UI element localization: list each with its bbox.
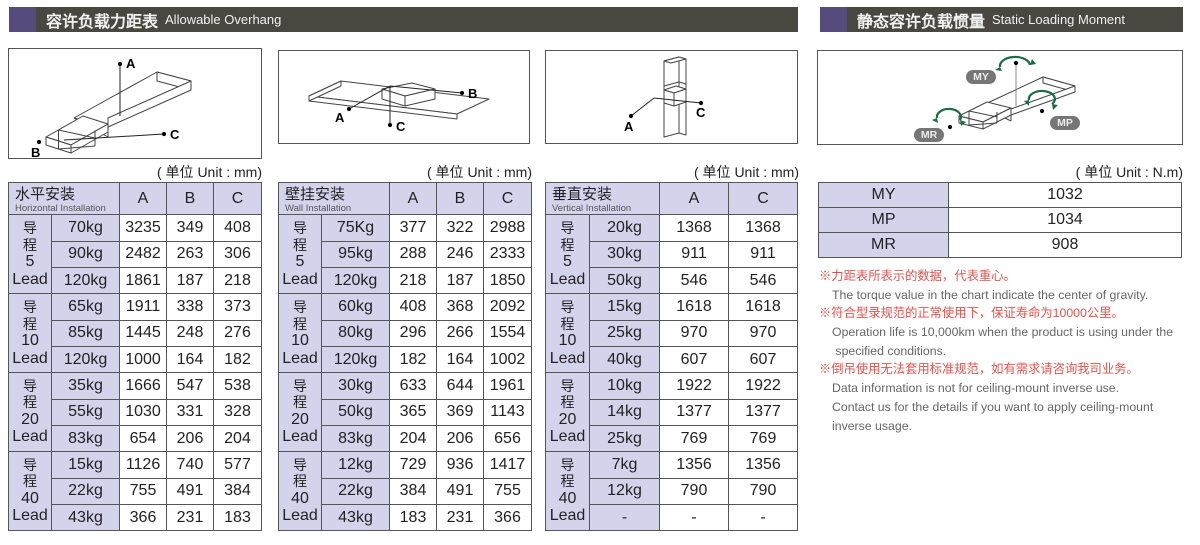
svg-text:B: B xyxy=(31,145,40,160)
svg-text:A: A xyxy=(126,56,136,71)
svg-text:MP: MP xyxy=(1057,117,1073,129)
svg-text:C: C xyxy=(170,127,180,142)
svg-text:MR: MR xyxy=(921,129,938,141)
svg-text:A: A xyxy=(624,119,634,134)
svg-text:B: B xyxy=(468,86,477,101)
svg-text:A: A xyxy=(335,110,345,125)
svg-text:C: C xyxy=(396,119,406,134)
svg-text:C: C xyxy=(696,105,706,120)
svg-text:MY: MY xyxy=(973,71,989,83)
